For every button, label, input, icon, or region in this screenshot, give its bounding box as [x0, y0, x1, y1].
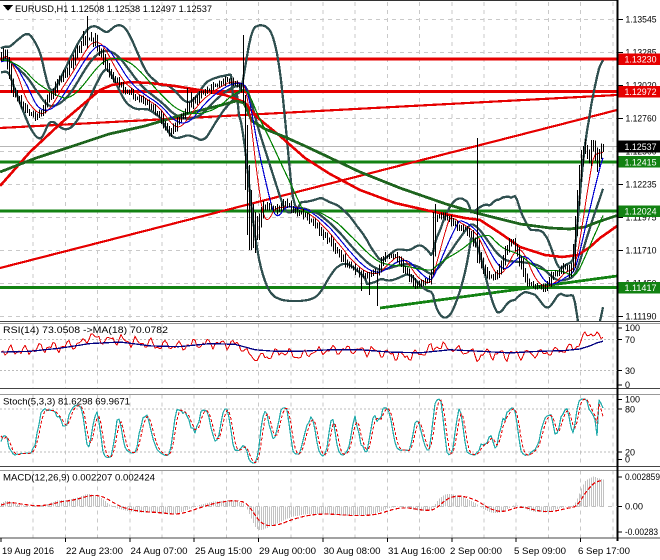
svg-text:1.11190: 1.11190	[626, 312, 657, 322]
svg-text:1.11975: 1.11975	[626, 213, 657, 223]
svg-text:100: 100	[625, 323, 640, 333]
svg-text:Stoch(5,3,3) 81.6298 69.9671: Stoch(5,3,3) 81.6298 69.9671	[3, 397, 130, 407]
svg-text:-0.00283: -0.00283	[625, 527, 658, 537]
svg-text:1.12537: 1.12537	[625, 142, 657, 152]
svg-text:1.13285: 1.13285	[626, 48, 657, 58]
svg-text:1.13545: 1.13545	[626, 15, 657, 25]
svg-text:22 Aug 23:00: 22 Aug 23:00	[66, 546, 123, 556]
svg-text:0.00: 0.00	[625, 502, 643, 512]
svg-text:19 Aug 2016: 19 Aug 2016	[2, 546, 54, 556]
svg-text:1.12235: 1.12235	[626, 180, 657, 190]
svg-text:80: 80	[625, 404, 635, 414]
svg-text:MACD(12,26,9) 0.002207 0.00242: MACD(12,26,9) 0.002207 0.002424	[3, 473, 155, 483]
svg-text:20: 20	[625, 447, 635, 457]
svg-text:1.11710: 1.11710	[626, 246, 657, 256]
svg-text:0: 0	[625, 455, 630, 465]
svg-text:25 Aug 15:00: 25 Aug 15:00	[195, 546, 252, 556]
svg-text:1.13230: 1.13230	[625, 55, 657, 65]
svg-text:1.12972: 1.12972	[625, 87, 657, 97]
svg-text:31 Aug 16:00: 31 Aug 16:00	[388, 546, 445, 556]
svg-text:EURUSD,H1 1.12508 1.12538 1.1: EURUSD,H1 1.12508 1.12538 1.12497 1.1253…	[15, 4, 212, 15]
svg-text:30 Aug 08:00: 30 Aug 08:00	[324, 546, 381, 556]
svg-text:100: 100	[625, 395, 640, 405]
svg-text:1.12024: 1.12024	[625, 207, 657, 217]
svg-text:70: 70	[625, 335, 635, 345]
svg-text:1.12415: 1.12415	[625, 157, 657, 167]
svg-text:2 Sep 00:00: 2 Sep 00:00	[450, 546, 502, 556]
svg-text:5 Sep 09:00: 5 Sep 09:00	[514, 546, 566, 556]
svg-text:1.11417: 1.11417	[625, 283, 657, 293]
svg-text:6 Sep 17:00: 6 Sep 17:00	[578, 546, 630, 556]
svg-text:30: 30	[625, 366, 635, 376]
svg-text:0: 0	[625, 380, 630, 390]
svg-text:29 Aug 00:00: 29 Aug 00:00	[259, 546, 316, 556]
svg-text:24 Aug 07:00: 24 Aug 07:00	[131, 546, 188, 556]
svg-text:1.12760: 1.12760	[626, 114, 657, 124]
svg-text:0.002859: 0.002859	[625, 472, 660, 482]
svg-text:1.13020: 1.13020	[626, 81, 657, 91]
svg-text:RSI(14) 73.0508 ->MA(18) 70.0: RSI(14) 73.0508 ->MA(18) 70.0782	[3, 325, 168, 335]
